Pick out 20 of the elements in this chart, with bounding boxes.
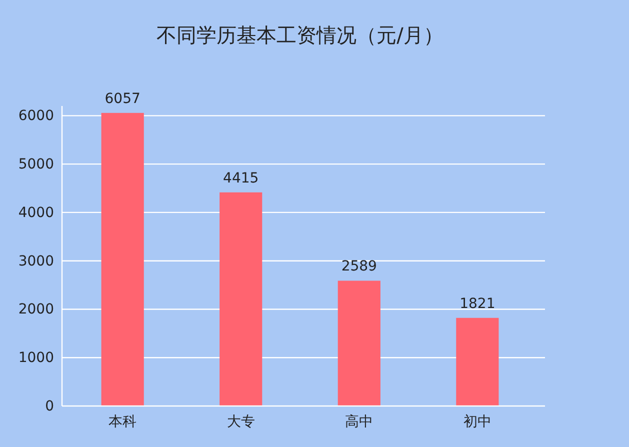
bar bbox=[338, 280, 380, 406]
x-tick-label: 本科 bbox=[108, 414, 137, 430]
y-tick-label: 6000 bbox=[18, 108, 54, 124]
x-tick-label: 初中 bbox=[463, 414, 492, 430]
y-tick-label: 5000 bbox=[18, 156, 54, 173]
data-label: 2589 bbox=[341, 258, 377, 275]
data-label: 1821 bbox=[460, 296, 496, 312]
y-tick-label: 3000 bbox=[18, 253, 54, 270]
y-tick-label: 2000 bbox=[18, 302, 54, 318]
bar bbox=[456, 318, 499, 406]
y-tick-label: 1000 bbox=[18, 350, 54, 366]
y-tick-label: 0 bbox=[45, 398, 54, 414]
chart-title: 不同学历基本工资情况（元/月） bbox=[156, 23, 444, 47]
bar bbox=[101, 112, 144, 406]
data-label: 4415 bbox=[223, 170, 259, 186]
bar bbox=[220, 192, 262, 406]
x-tick-label: 高中 bbox=[345, 414, 374, 430]
y-tick-label: 4000 bbox=[18, 204, 54, 221]
data-label: 6057 bbox=[104, 90, 140, 107]
x-tick-label: 大专 bbox=[226, 414, 255, 430]
